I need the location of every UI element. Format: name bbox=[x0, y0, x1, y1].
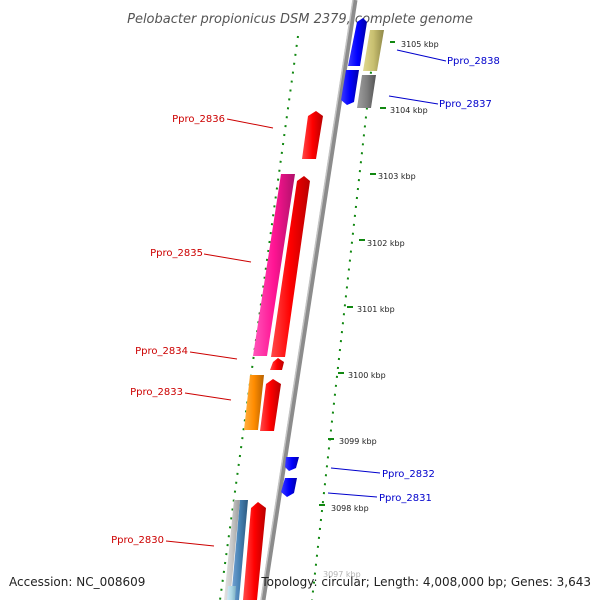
gene-ppro-2830-strip-c[interactable] bbox=[227, 586, 236, 600]
leader-lines-forward bbox=[327, 49, 447, 498]
tick-label-3098: 3098 kbp bbox=[331, 504, 369, 513]
gene-label-ppro-2831[interactable]: Ppro_2831 bbox=[379, 493, 432, 504]
gene-ppro-2830-strip-b[interactable] bbox=[231, 500, 248, 600]
gene-ppro-2832-arrow[interactable] bbox=[285, 457, 299, 471]
genome-backbone bbox=[260, 0, 358, 600]
gene-label-ppro-2838[interactable]: Ppro_2838 bbox=[447, 56, 500, 67]
gene-label-ppro-2830[interactable]: Ppro_2830 bbox=[111, 535, 164, 546]
gene-ppro-2838-arrow[interactable] bbox=[348, 18, 367, 66]
gene-ppro-2838-companion[interactable] bbox=[363, 30, 384, 71]
leader-line bbox=[184, 392, 232, 401]
gene-ppro-2836-arrow[interactable] bbox=[302, 111, 323, 159]
leader-line bbox=[189, 351, 238, 360]
leader-line bbox=[396, 49, 447, 62]
gene-label-ppro-2832[interactable]: Ppro_2832 bbox=[382, 469, 435, 480]
gene-label-ppro-2834[interactable]: Ppro_2834 bbox=[135, 346, 188, 357]
leader-line bbox=[203, 253, 252, 263]
gene-label-ppro-2836[interactable]: Ppro_2836 bbox=[172, 114, 225, 125]
gene-ppro-2834-arrow[interactable] bbox=[270, 358, 284, 370]
tick-label-3097: 3097 kbp bbox=[323, 570, 361, 579]
tick-label-3103: 3103 kbp bbox=[378, 172, 416, 181]
genome-backbone-highlight bbox=[260, 0, 354, 600]
gene-ppro-2835-arrow[interactable] bbox=[253, 174, 295, 356]
tick-label-3105: 3105 kbp bbox=[401, 40, 439, 49]
gene-ppro-2830-arrow[interactable] bbox=[243, 502, 266, 600]
accession-text: Accession: NC_008609 bbox=[9, 575, 145, 589]
leader-line bbox=[165, 540, 215, 547]
tick-label-3101: 3101 kbp bbox=[357, 305, 395, 314]
tick-label-3102: 3102 kbp bbox=[367, 239, 405, 248]
tick-label-3100: 3100 kbp bbox=[348, 371, 386, 380]
tick-label-3104: 3104 kbp bbox=[390, 106, 428, 115]
topology-text: Topology: circular; Length: 4,008,000 bp… bbox=[260, 575, 591, 589]
leader-line bbox=[388, 95, 439, 105]
gene-ppro-2835-companion[interactable] bbox=[271, 176, 310, 357]
gene-ppro-2831-arrow[interactable] bbox=[281, 478, 297, 497]
gene-ppro-2830-strip-a[interactable] bbox=[224, 500, 240, 600]
scale-ticks bbox=[319, 41, 395, 506]
map-title: Pelobacter propionicus DSM 2379, complet… bbox=[127, 12, 473, 27]
gene-ppro-2833-arrow[interactable] bbox=[244, 375, 264, 430]
leader-line bbox=[226, 118, 274, 129]
gene-label-ppro-2833[interactable]: Ppro_2833 bbox=[130, 387, 183, 398]
gene-ppro-2837-companion[interactable] bbox=[357, 75, 376, 108]
gene-ppro-2837-arrow[interactable] bbox=[341, 70, 359, 105]
leader-line bbox=[330, 467, 381, 474]
leader-lines-reverse bbox=[165, 118, 274, 547]
tick-label-3099: 3099 kbp bbox=[339, 437, 377, 446]
leader-line bbox=[327, 492, 378, 498]
gene-ppro-2833-companion[interactable] bbox=[260, 379, 281, 431]
gene-label-ppro-2837[interactable]: Ppro_2837 bbox=[439, 99, 492, 110]
gene-label-ppro-2835[interactable]: Ppro_2835 bbox=[150, 248, 203, 259]
